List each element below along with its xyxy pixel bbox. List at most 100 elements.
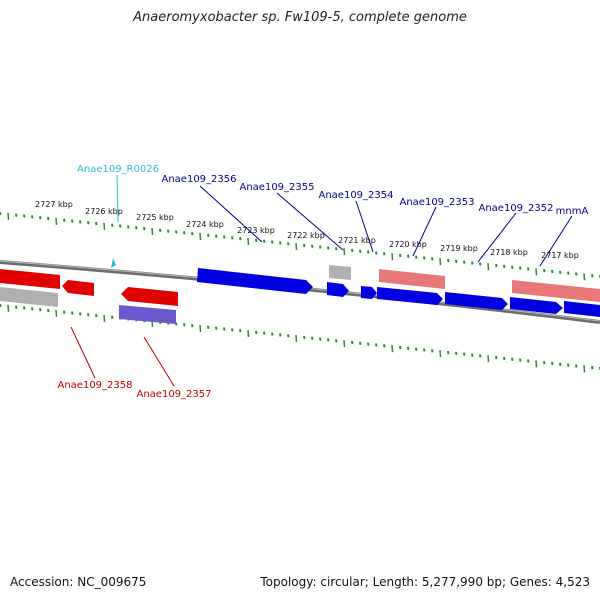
label-2357[interactable]: Anae109_2357 — [137, 389, 212, 400]
inner-ruler-tick — [463, 352, 466, 356]
outer-ruler-tick — [415, 255, 418, 259]
gene-arrow-2356[interactable] — [197, 268, 313, 294]
outer-ruler-tick — [127, 225, 130, 229]
outer-ruler-tick — [119, 224, 122, 228]
outer-ruler-tick — [207, 233, 210, 238]
gene-arrow-2358-inner[interactable] — [0, 287, 58, 307]
outer-ruler-tick — [503, 264, 506, 269]
outer-ruler-tick — [63, 218, 66, 222]
outer-ruler-tick — [231, 236, 234, 240]
outer-ruler-tick — [511, 265, 514, 269]
label-2352[interactable]: Anae109_2352 — [479, 203, 554, 214]
label-2353[interactable]: Anae109_2353 — [400, 197, 475, 208]
connector-2353 — [412, 206, 437, 257]
outer-ruler-tick — [591, 273, 594, 278]
inner-ruler-tick — [407, 346, 410, 351]
label-2355[interactable]: Anae109_2355 — [240, 182, 315, 193]
inner-ruler-tick — [415, 347, 418, 351]
ruler-ticks-inner — [0, 303, 600, 373]
outer-ruler-tick — [439, 258, 442, 266]
outer-ruler-tick — [15, 213, 18, 217]
inner-ruler-tick — [487, 355, 490, 363]
inner-ruler-tick — [303, 335, 306, 340]
outer-ruler-tick — [567, 271, 570, 275]
outer-ruler-tick — [87, 221, 90, 225]
outer-ruler-tick — [263, 239, 266, 243]
label-2356[interactable]: Anae109_2356 — [162, 174, 237, 185]
outer-ruler-tick — [199, 232, 202, 241]
outer-ruler-tick — [23, 214, 26, 218]
outer-ruler-tick — [399, 253, 402, 258]
inner-ruler-tick — [567, 363, 570, 367]
inner-ruler-tick — [287, 334, 290, 338]
inner-ruler-tick — [247, 329, 250, 338]
ruler-label: 2724 kbp — [186, 220, 224, 229]
outer-ruler-tick — [375, 251, 378, 255]
gene-arrow-2355[interactable] — [327, 282, 349, 297]
inner-ruler-tick — [559, 362, 562, 366]
inner-ruler-tick — [15, 305, 18, 309]
connector-2354 — [355, 200, 374, 253]
inner-ruler-tick — [23, 306, 26, 310]
label-mnmA[interactable]: mnmA — [556, 206, 589, 217]
inner-ruler-tick — [71, 311, 74, 315]
gene-arrow-2354[interactable] — [361, 286, 377, 299]
gene-arrow-2353[interactable] — [377, 287, 443, 305]
inner-ruler-tick — [375, 343, 378, 347]
gene-arrow-2355-pseudo[interactable] — [329, 265, 351, 280]
outer-ruler-tick — [167, 229, 170, 233]
outer-ruler-tick — [7, 212, 10, 220]
outer-ruler-tick — [295, 243, 298, 251]
gene-arrow-2358b[interactable] — [62, 280, 94, 296]
gene-arrow-2358-outer[interactable] — [0, 269, 60, 289]
gene-arrow-mnmA[interactable] — [510, 297, 563, 314]
label-2358[interactable]: Anae109_2358 — [58, 380, 133, 391]
gene-arrow-2357-inner[interactable] — [119, 305, 176, 324]
gene-arrow-next[interactable] — [564, 301, 600, 317]
inner-ruler-tick — [7, 304, 10, 312]
inner-ruler-tick — [591, 365, 594, 370]
ruler-label: 2725 kbp — [136, 213, 174, 222]
inner-ruler-tick — [431, 349, 434, 353]
inner-ruler-tick — [583, 365, 586, 373]
gene-arrow-2353-pale[interactable] — [379, 269, 445, 289]
map-title: Anaeromyxobacter sp. Fw109-5, complete g… — [133, 10, 467, 25]
outer-ruler-tick — [463, 260, 466, 264]
outer-ruler-tick — [383, 252, 386, 256]
inner-ruler-tick — [55, 309, 58, 317]
inner-ruler-tick — [295, 335, 298, 343]
outer-ruler-tick — [319, 245, 322, 249]
inner-ruler-tick — [455, 351, 458, 356]
rna-marker-r0026[interactable] — [111, 258, 116, 268]
inner-ruler-tick — [343, 340, 346, 348]
gene-arrow-mnmA-pale[interactable] — [512, 280, 600, 302]
inner-ruler-tick — [199, 324, 202, 333]
gene-arrow-2357[interactable] — [121, 287, 178, 306]
label-r0026[interactable]: Anae109_R0026 — [77, 164, 159, 175]
inner-ruler-tick — [63, 310, 66, 314]
ruler-label: 2726 kbp — [85, 207, 123, 216]
ruler-labels: 2727 kbp 2726 kbp 2725 kbp 2724 kbp 2723 kbp… — [35, 200, 579, 260]
inner-ruler-tick — [263, 331, 266, 335]
label-2354[interactable]: Anae109_2354 — [319, 190, 394, 201]
outer-ruler-tick — [39, 216, 42, 220]
outer-ruler-tick — [151, 227, 154, 236]
outer-ruler-tick — [103, 222, 106, 230]
inner-ruler-tick — [175, 322, 178, 326]
inner-ruler-tick — [207, 325, 210, 330]
outer-ruler-tick — [447, 258, 450, 263]
outer-ruler-tick — [47, 216, 50, 221]
outer-ruler-tick — [559, 270, 562, 274]
outer-ruler-tick — [215, 234, 218, 238]
outer-ruler-tick — [95, 221, 98, 226]
connector-2357 — [143, 336, 175, 387]
outer-ruler-tick — [159, 228, 162, 232]
ruler-label: 2727 kbp — [35, 200, 73, 209]
inner-ruler-tick — [239, 329, 242, 333]
outer-ruler-tick — [527, 267, 530, 271]
outer-ruler-tick — [79, 220, 82, 224]
gene-arrow-2352[interactable] — [445, 292, 508, 310]
outer-ruler-tick — [31, 215, 34, 219]
outer-ruler-tick — [255, 238, 258, 243]
